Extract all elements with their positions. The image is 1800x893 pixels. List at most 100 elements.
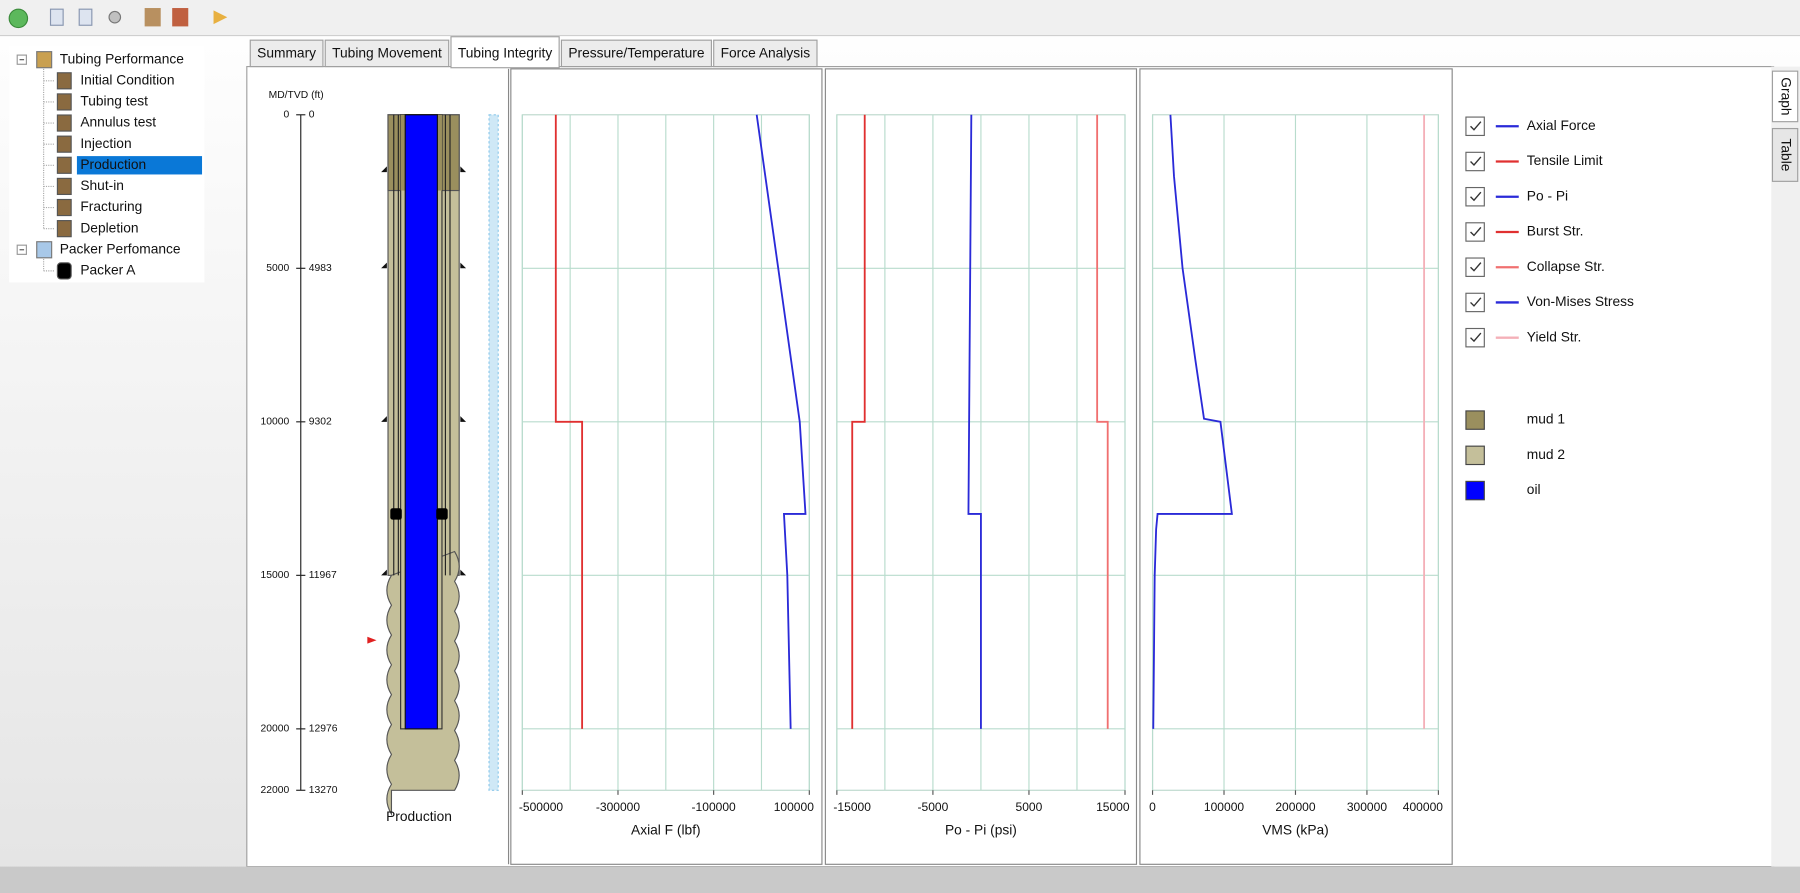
material-label: oil <box>1527 482 1541 497</box>
tvd-label: 11967 <box>309 570 337 581</box>
side-tab-label[interactable]: Graph <box>1778 77 1793 115</box>
tree-icon <box>56 135 72 153</box>
series-line <box>1152 114 1233 729</box>
tree-item[interactable]: Tubing Performance <box>60 51 185 66</box>
tree-icon <box>56 220 72 238</box>
material-label: mud 2 <box>1527 447 1565 462</box>
x-tick-label: -5000 <box>918 800 949 814</box>
legend-label: Po - Pi <box>1527 188 1568 203</box>
material-label: mud 1 <box>1527 412 1565 427</box>
tab-label[interactable]: Tubing Integrity <box>458 46 552 61</box>
series-line <box>851 114 866 729</box>
material-swatch <box>1465 410 1485 430</box>
side-tab-label[interactable]: Table <box>1778 138 1793 171</box>
checkmark <box>1470 262 1482 272</box>
series-line <box>1096 114 1109 729</box>
tab-label[interactable]: Force Analysis <box>721 46 811 61</box>
checkmark <box>1470 156 1482 166</box>
depth-axis-label: MD/TVD (ft) <box>269 90 324 101</box>
x-axis-label: Po - Pi (psi) <box>945 823 1017 838</box>
legend-checkbox[interactable] <box>1465 116 1485 137</box>
x-tick-label: 400000 <box>1403 800 1444 814</box>
series-line <box>554 114 584 729</box>
legend-checkbox[interactable] <box>1465 151 1485 172</box>
toolbar-button[interactable] <box>213 10 228 25</box>
tab[interactable]: Tubing Integrity <box>450 36 560 69</box>
tvd-label: 13270 <box>309 785 338 796</box>
add-button[interactable] <box>8 8 29 29</box>
tree-icon <box>56 93 72 111</box>
tubing-oil <box>404 114 438 730</box>
toolbar-button[interactable] <box>172 8 189 27</box>
tab-background <box>249 39 324 68</box>
tvd-label: 9302 <box>309 417 332 428</box>
tree-icon <box>56 198 72 217</box>
tab-background <box>560 39 712 68</box>
packer <box>390 508 402 520</box>
tree-item[interactable]: Depletion <box>80 220 138 235</box>
x-tick-label: 15000 <box>1096 800 1130 814</box>
toolbar-button[interactable] <box>49 8 64 26</box>
material-swatch <box>1465 445 1485 466</box>
x-axis-label: Axial F (lbf) <box>631 823 701 838</box>
tvd-label: 0 <box>309 110 315 121</box>
toolbar-button[interactable] <box>78 8 93 26</box>
tab-background <box>450 36 560 69</box>
legend-checkbox[interactable] <box>1465 257 1485 277</box>
checkmark <box>1470 332 1482 343</box>
toolbar-button[interactable] <box>108 10 122 24</box>
legend-label: Yield Str. <box>1527 329 1582 344</box>
depth-marker <box>367 636 377 644</box>
toolbar <box>0 0 1800 36</box>
tab[interactable]: Pressure/Temperature <box>560 39 712 68</box>
x-tick-label: -15000 <box>833 800 871 814</box>
x-tick-label: 0 <box>1149 800 1156 814</box>
tree-item[interactable]: Tubing test <box>80 94 148 109</box>
legend-label: Burst Str. <box>1527 224 1584 239</box>
legend-label: Collapse Str. <box>1527 259 1605 274</box>
packer <box>436 508 448 520</box>
tree-item[interactable]: Packer Perfomance <box>60 241 181 256</box>
tree-item[interactable]: Production <box>80 157 146 172</box>
md-label: 10000 <box>261 417 290 428</box>
tree-icon <box>56 156 72 174</box>
series-line <box>755 114 807 729</box>
tab[interactable]: Summary <box>249 39 324 68</box>
side-tab[interactable] <box>1771 70 1799 123</box>
casing-shoe <box>460 416 467 422</box>
x-tick-label: -500000 <box>519 800 564 814</box>
x-tick-label: -300000 <box>596 800 641 814</box>
status-bar <box>0 866 1800 893</box>
md-label: 20000 <box>261 724 290 735</box>
series-line <box>967 114 982 729</box>
x-axis-label: VMS (kPa) <box>1262 823 1329 838</box>
tree-item[interactable]: Initial Condition <box>80 72 174 87</box>
tree-item[interactable]: Annulus test <box>80 115 156 130</box>
legend-checkbox[interactable] <box>1465 292 1485 313</box>
x-tick-label: -100000 <box>692 800 737 814</box>
tvd-label: 4983 <box>309 263 332 274</box>
tree-icon <box>56 177 72 196</box>
x-tick-label: 5000 <box>1016 800 1043 814</box>
legend-checkbox[interactable] <box>1465 327 1485 348</box>
tree-item[interactable]: Fracturing <box>80 199 142 214</box>
tab-label[interactable]: Pressure/Temperature <box>568 46 705 61</box>
toolbar-button[interactable] <box>144 8 161 27</box>
md-label: 0 <box>284 110 290 121</box>
x-tick-label: 100000 <box>774 800 815 814</box>
tree-item[interactable]: Packer A <box>80 263 136 278</box>
tab-label[interactable]: Summary <box>257 46 316 61</box>
tree-item[interactable]: Injection <box>80 136 131 151</box>
md-label: 5000 <box>266 263 289 274</box>
tab[interactable]: Force Analysis <box>713 39 818 68</box>
side-tab[interactable] <box>1771 127 1799 182</box>
legend-checkbox[interactable] <box>1465 186 1485 207</box>
tab-label[interactable]: Tubing Movement <box>332 46 442 61</box>
legend-checkbox[interactable] <box>1465 222 1485 242</box>
tree-icon <box>56 262 72 280</box>
tree-item[interactable]: Shut-in <box>80 178 124 193</box>
checkmark <box>1470 121 1482 131</box>
x-tick-label: 100000 <box>1204 800 1245 814</box>
tab[interactable]: Tubing Movement <box>324 39 450 68</box>
